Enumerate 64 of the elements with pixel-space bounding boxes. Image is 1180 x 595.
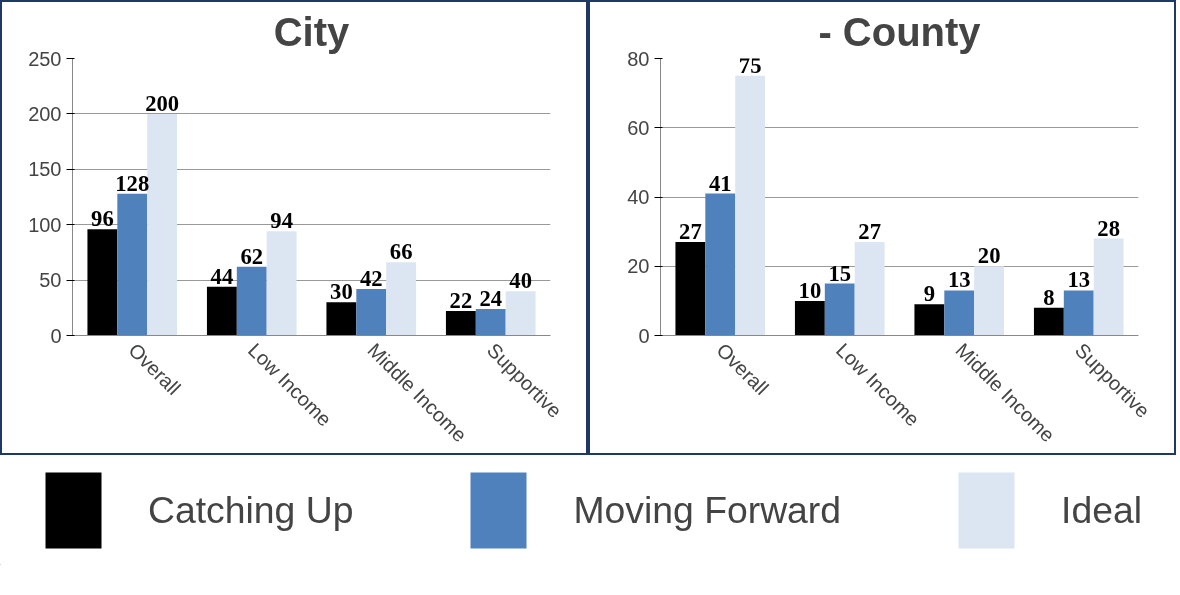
data-label: 8 [1043,284,1055,310]
chart-title: City [273,9,351,54]
bar [475,308,506,336]
data-label: 24 [479,285,503,311]
data-label: 128 [115,170,150,196]
data-label: 20 [977,243,1001,269]
y-tick-label: 50 [39,269,62,292]
bar [147,113,178,336]
bar [386,262,417,336]
data-label: 27 [679,219,702,245]
y-tick-label: 80 [627,47,650,70]
y-tick-label: 0 [638,324,650,347]
data-label: 28 [1097,215,1120,241]
y-tick-label: 40 [627,186,650,208]
bar [117,193,148,336]
data-label: 13 [1067,267,1091,293]
data-label: 96 [91,206,114,232]
bar [356,288,387,336]
data-label: 13 [947,267,971,293]
data-label: 44 [210,263,234,289]
bar [505,291,536,336]
bar [445,311,476,336]
bar [675,242,706,336]
data-label: 22 [449,288,473,314]
data-label: 41 [708,170,732,196]
bar [974,266,1005,336]
bar [87,229,118,336]
data-label: 42 [359,265,383,291]
legend-label: Catching Up [148,488,354,532]
y-tick-label: 60 [627,116,650,139]
bar [206,286,237,336]
data-label: 94 [270,208,293,234]
data-label: 62 [240,243,264,269]
bar [854,242,885,336]
legend-label: Moving Forward [573,488,842,532]
data-label: 27 [858,219,881,245]
bar [326,302,357,336]
data-label: 40 [509,268,532,294]
bar [1063,290,1094,336]
bar [266,231,297,336]
data-label: 30 [330,279,353,305]
bar [794,300,825,336]
bar [1033,307,1064,336]
y-tick-label: 200 [28,102,62,125]
legend-label: Ideal [1061,488,1142,532]
data-label: 66 [389,239,413,265]
data-label: 15 [828,260,852,286]
data-label: 9 [923,281,936,307]
y-tick-label: 250 [28,47,62,70]
bar [824,283,855,336]
bar [236,266,267,336]
data-label: 10 [798,277,822,303]
data-label: 75 [738,52,762,78]
y-tick-label: 0 [50,324,62,347]
bar [914,304,945,336]
y-tick-label: 20 [627,255,650,278]
y-tick-label: 100 [28,213,62,236]
y-tick-label: 150 [28,158,62,181]
data-label: 200 [145,90,180,116]
bar [735,75,766,336]
bar [1093,238,1124,336]
bar [705,193,736,336]
bar [944,290,975,336]
chart-title: - County [818,9,982,54]
